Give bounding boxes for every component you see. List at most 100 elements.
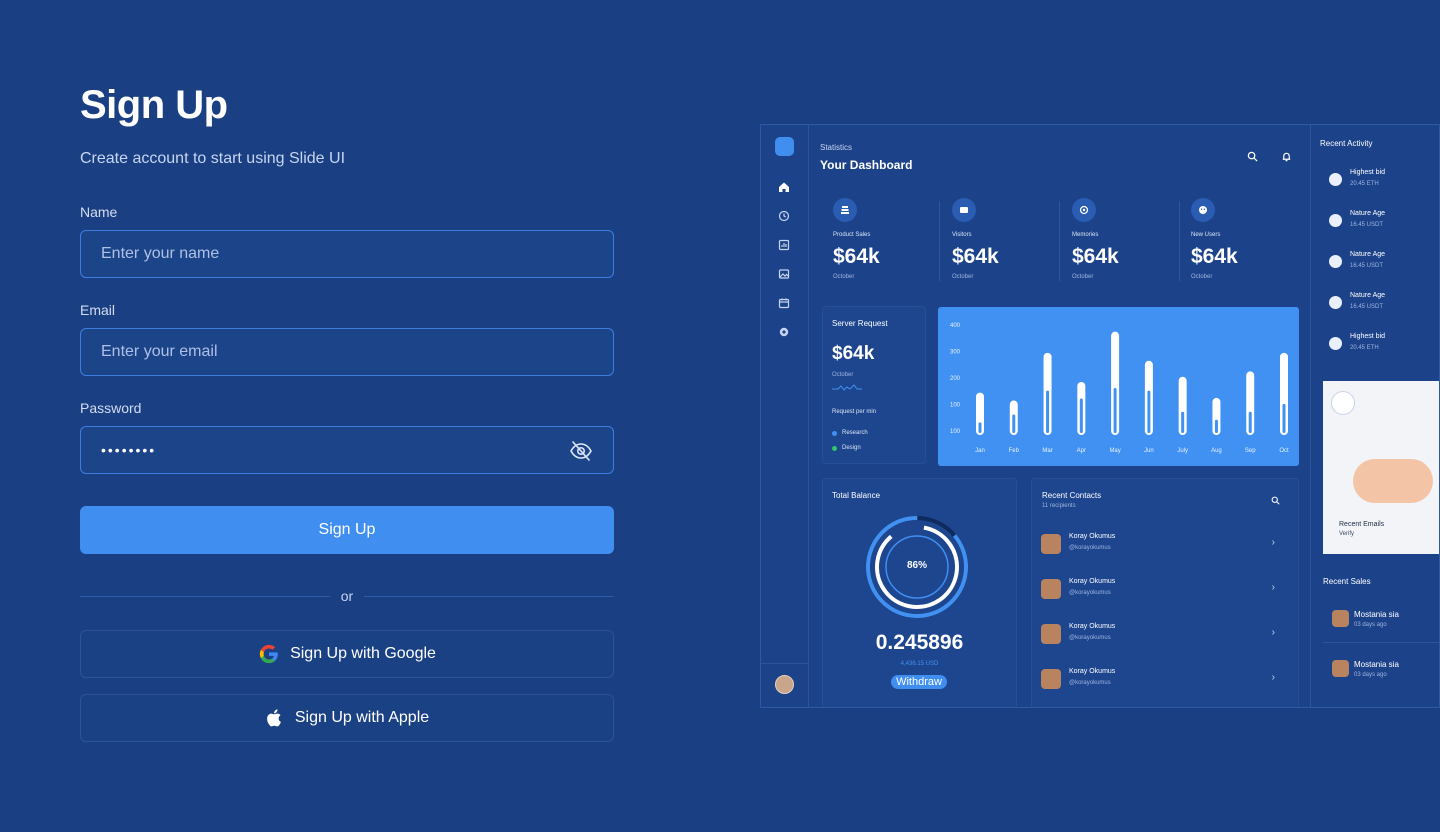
recent-contacts-title: Recent Contacts xyxy=(1042,491,1102,500)
contact-row[interactable]: Koray Okumus @korayokumus › xyxy=(1041,621,1291,651)
contact-handle: @korayokumus xyxy=(1069,680,1111,686)
eye-off-icon[interactable] xyxy=(569,439,593,463)
calendar-icon[interactable] xyxy=(778,297,790,309)
recent-emails-card[interactable]: Recent Emails Verify xyxy=(1323,381,1439,554)
contact-avatar xyxy=(1041,579,1061,599)
bar-inner xyxy=(1181,411,1185,433)
product-sales-icon xyxy=(833,198,857,222)
stat-value: $64k xyxy=(1072,245,1119,268)
bar-inner xyxy=(1079,398,1083,433)
y-tick-label: 300 xyxy=(950,350,961,356)
balance-donut-chart xyxy=(866,516,968,618)
clock-icon[interactable] xyxy=(778,210,790,222)
page-subtitle: Create account to start using Slide UI xyxy=(80,150,346,167)
activity-name: Highest bid xyxy=(1350,169,1386,176)
contact-handle: @korayokumus xyxy=(1069,590,1111,596)
server-request-title: Server Request xyxy=(832,319,888,328)
contact-handle: @korayokumus xyxy=(1069,635,1111,641)
contact-row[interactable]: Koray Okumus @korayokumus › xyxy=(1041,576,1291,606)
legend-label-design: Design xyxy=(842,445,861,451)
activity-value: 16.45 USDT xyxy=(1350,304,1384,310)
bar-inner xyxy=(1248,411,1252,433)
compass-icon xyxy=(1329,173,1342,186)
x-tick-label: July xyxy=(1177,448,1188,454)
contact-name: Koray Okumus xyxy=(1069,668,1116,675)
divider-text: or xyxy=(340,588,354,604)
image-icon[interactable] xyxy=(778,268,790,280)
heart-icon[interactable] xyxy=(1331,391,1355,415)
server-request-caption: Request per min xyxy=(832,409,877,415)
stat-period: October xyxy=(1191,274,1213,280)
x-tick-label: Mar xyxy=(1042,448,1052,454)
bar-inner xyxy=(1113,387,1117,433)
bar-outer xyxy=(1246,371,1255,435)
x-tick-label: Oct xyxy=(1279,448,1289,454)
sale-name: Mostania sia xyxy=(1354,660,1399,669)
password-field[interactable]: •••••••• xyxy=(80,426,614,474)
user-avatar[interactable] xyxy=(775,675,794,694)
chevron-right-icon[interactable]: › xyxy=(1271,537,1275,548)
apple-signup-button[interactable]: Sign Up with Apple xyxy=(80,694,614,742)
y-tick-label: 100 xyxy=(950,403,961,409)
activity-value: 16.45 USDT xyxy=(1350,222,1384,228)
bar-inner xyxy=(1046,390,1050,433)
stat-label: New Users xyxy=(1191,232,1221,238)
settings-icon[interactable] xyxy=(778,326,790,338)
balance-value: 0.245896 xyxy=(875,631,964,654)
chevron-right-icon[interactable]: › xyxy=(1271,582,1275,593)
stat-value: $64k xyxy=(952,245,999,268)
legend-dot-design xyxy=(832,446,837,451)
x-tick-label: Sep xyxy=(1245,448,1256,454)
stat-label: Product Sales xyxy=(833,232,871,238)
balance-usd: 4,436.15 USD xyxy=(900,661,939,667)
search-icon[interactable] xyxy=(1247,151,1258,162)
contact-avatar xyxy=(1041,534,1061,554)
home-icon[interactable] xyxy=(778,181,790,193)
bell-icon[interactable] xyxy=(1281,151,1292,162)
visitors-icon xyxy=(952,198,976,222)
contact-avatar xyxy=(1041,669,1061,689)
hand-illustration xyxy=(1353,459,1433,503)
contact-row[interactable]: Koray Okumus @korayokumus › xyxy=(1041,666,1291,696)
chevron-right-icon[interactable]: › xyxy=(1271,672,1275,683)
signup-button[interactable]: Sign Up xyxy=(80,506,614,554)
email-field-box xyxy=(80,328,614,376)
recent-activity-title: Recent Activity xyxy=(1320,139,1373,148)
y-tick-label: 200 xyxy=(950,376,961,382)
balance-percent: 86% xyxy=(906,560,927,571)
right-column-separator xyxy=(1310,125,1311,707)
bar-outer xyxy=(976,392,984,435)
compass-icon xyxy=(1329,296,1342,309)
chart-icon[interactable] xyxy=(778,239,790,251)
contact-name: Koray Okumus xyxy=(1069,578,1116,585)
bar-inner xyxy=(1214,419,1218,433)
google-icon xyxy=(259,644,278,664)
activity-name: Nature Age xyxy=(1350,292,1386,299)
chevron-right-icon[interactable]: › xyxy=(1271,627,1275,638)
name-input[interactable] xyxy=(101,245,593,263)
server-request-card xyxy=(822,306,926,464)
email-input[interactable] xyxy=(101,343,593,361)
server-request-value: $64k xyxy=(832,343,875,364)
activity-value: 16.45 USDT xyxy=(1350,263,1384,269)
stat-label: Memories xyxy=(1072,232,1099,238)
contacts-search-icon[interactable] xyxy=(1271,496,1280,505)
activity-name: Highest bid xyxy=(1350,333,1386,340)
stat-period: October xyxy=(1072,274,1094,280)
google-signup-button[interactable]: Sign Up with Google xyxy=(80,630,614,678)
withdraw-button[interactable]: Withdraw xyxy=(891,675,947,689)
legend-label-research: Research xyxy=(842,430,868,436)
contact-row[interactable]: Koray Okumus @korayokumus › xyxy=(1041,531,1291,561)
stat-separator xyxy=(1059,201,1060,281)
stat-period: October xyxy=(952,274,974,280)
name-field-box xyxy=(80,230,614,278)
recent-sales-title: Recent Sales xyxy=(1323,577,1371,586)
new-users-icon xyxy=(1191,198,1215,222)
bar-outer xyxy=(1280,352,1288,435)
sale-separator xyxy=(1323,642,1439,643)
bar-inner xyxy=(1147,390,1151,433)
password-value: •••••••• xyxy=(101,442,157,458)
x-tick-label: Jun xyxy=(1144,448,1154,454)
dashboard-sidebar xyxy=(761,125,809,707)
activity-value: 20.45 ETH xyxy=(1350,181,1379,187)
